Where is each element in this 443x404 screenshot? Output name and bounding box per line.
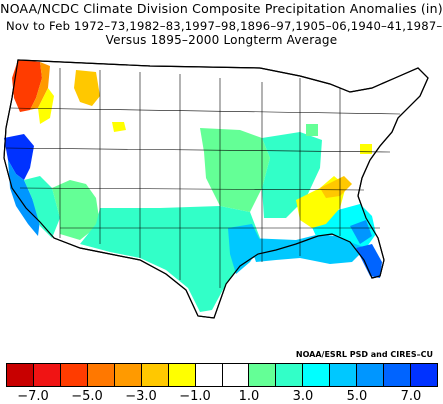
scale-tick-label: −5.0 [71, 389, 103, 404]
midwest-green-region [262, 132, 322, 218]
california-wet-region [4, 134, 34, 180]
baseline-subtitle: Versus 1895–2000 Longterm Average [105, 33, 338, 47]
period-subtitle: Nov to Feb 1972–73,1982–83,1997–98,1896–… [6, 19, 443, 33]
scale-swatch [276, 364, 304, 386]
northeast-yellow-spot [360, 144, 372, 154]
georgia-blue-region [350, 220, 372, 244]
southwest-green-region [80, 206, 260, 312]
gulf-coast-blue-region [248, 228, 366, 264]
scale-swatch [60, 364, 88, 386]
scale-swatch [141, 364, 169, 386]
scale-tick-label: −1.0 [179, 389, 211, 404]
scale-swatch [249, 364, 277, 386]
scale-swatch [195, 364, 223, 386]
texas-blue-region [228, 224, 262, 274]
scale-tick-label: −7.0 [17, 389, 49, 404]
idaho-orange-region [74, 70, 100, 106]
scale-tick-label: 7.0 [400, 389, 422, 404]
scale-swatch [168, 364, 196, 386]
scale-tick-label: 5.0 [346, 389, 368, 404]
scale-swatch [330, 364, 358, 386]
florida-blue-region [356, 244, 382, 278]
scale-swatch [411, 364, 437, 386]
scale-swatch [357, 364, 385, 386]
scale-swatch [87, 364, 115, 386]
scale-swatch [222, 364, 250, 386]
scale-swatch [7, 364, 34, 386]
scale-swatch [384, 364, 412, 386]
scale-tick-label: 3.0 [292, 389, 314, 404]
us-precipitation-anomaly-map [3, 59, 429, 319]
color-scale-bar [6, 363, 438, 387]
division-borders [5, 68, 401, 288]
montana-yellow-spot [112, 122, 126, 132]
scale-swatch [303, 364, 331, 386]
scale-tick-label: 1.0 [238, 389, 260, 404]
scale-tick-labels: −7.0 −5.0 −3.0 −1.0 1.0 3.0 5.0 7.0 [6, 389, 438, 404]
great-lakes-green-spot [306, 124, 318, 136]
great-basin-green [52, 180, 100, 240]
nevada-cyan-region [24, 176, 60, 238]
scale-tick-label: −3.0 [125, 389, 157, 404]
california-blue-region [8, 160, 40, 236]
kentucky-gold-region [320, 176, 352, 198]
source-credit: NOAA/ESRL PSD and CIRES–CU [295, 350, 433, 359]
pacific-northwest-dry-region [12, 60, 42, 112]
nw-yellow-region [38, 88, 54, 124]
map-title: NOAA/NCDC Climate Division Composite Pre… [0, 1, 443, 16]
plains-green-region [200, 128, 270, 212]
scale-swatch [33, 364, 61, 386]
nw-orange-region [30, 62, 50, 110]
scale-swatch [114, 364, 142, 386]
